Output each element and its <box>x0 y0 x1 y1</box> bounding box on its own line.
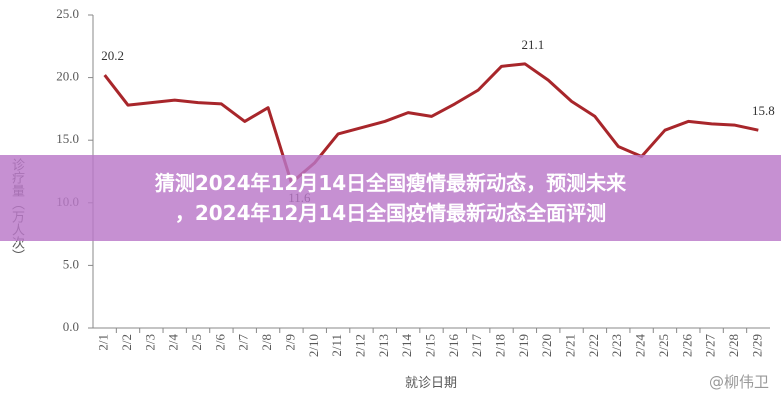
x-tick-label: 2/23 <box>609 334 624 357</box>
banner-line: 猜测2024年12月14日全国瘦情最新动态，预测未来 <box>154 171 627 195</box>
data-line <box>103 62 759 185</box>
y-tick-label: 0.0 <box>63 319 79 334</box>
x-tick-label: 2/20 <box>539 334 554 357</box>
x-tick-label: 2/18 <box>493 334 508 357</box>
data-label: 20.2 <box>101 48 124 63</box>
x-tick-label: 2/4 <box>166 334 181 351</box>
x-tick-label: 2/25 <box>656 334 671 357</box>
x-tick-label: 2/6 <box>212 334 227 351</box>
x-tick-label: 2/27 <box>703 334 718 358</box>
banner-line: ，2024年12月14日全国疫情最新动态全面评测 <box>174 201 607 225</box>
watermark: @柳伟卫 <box>708 373 769 391</box>
x-tick-label: 2/28 <box>726 334 741 357</box>
y-tick-label: 20.0 <box>56 69 79 84</box>
x-tick-label: 2/29 <box>749 334 764 357</box>
x-tick-label: 2/26 <box>679 334 694 358</box>
x-tick-label: 2/17 <box>469 334 484 358</box>
x-tick-label: 2/8 <box>259 334 274 351</box>
x-tick-label: 2/24 <box>633 334 648 358</box>
x-tick-label: 2/3 <box>142 334 157 351</box>
y-tick-label: 15.0 <box>56 131 79 146</box>
x-tick-label: 2/21 <box>563 334 578 357</box>
x-axis-label: 就诊日期 <box>405 375 457 390</box>
x-tick-label: 2/16 <box>446 334 461 358</box>
x-tick-label: 2/7 <box>236 334 251 351</box>
x-tick-label: 2/11 <box>329 334 344 357</box>
x-tick-label: 2/9 <box>282 334 297 351</box>
y-tick-label: 25.0 <box>56 6 79 21</box>
data-label: 15.8 <box>752 103 775 118</box>
x-tick-label: 2/1 <box>96 334 111 351</box>
x-tick-label: 2/12 <box>352 334 367 357</box>
x-tick-label: 2/19 <box>516 334 531 357</box>
x-tick-label: 2/15 <box>422 334 437 357</box>
x-tick-label: 2/10 <box>306 334 321 357</box>
data-label: 21.1 <box>522 37 545 52</box>
title-banner: 猜测2024年12月14日全国瘦情最新动态，预测未来 ，2024年12月14日全… <box>0 155 781 241</box>
x-tick-label: 2/2 <box>119 334 134 351</box>
x-tick-label: 2/22 <box>586 334 601 357</box>
y-tick-label: 5.0 <box>63 256 79 271</box>
x-tick-label: 2/13 <box>376 334 391 357</box>
x-tick-label: 2/14 <box>399 334 414 358</box>
x-tick-label: 2/5 <box>189 334 204 351</box>
